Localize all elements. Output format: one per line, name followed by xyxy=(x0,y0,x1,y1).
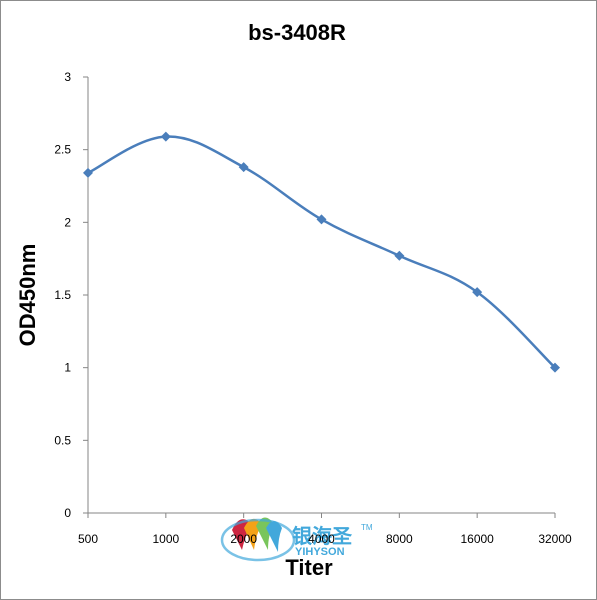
y-tick-label: 1 xyxy=(64,361,71,375)
x-tick-label: 32000 xyxy=(538,532,572,546)
watermark-tm: TM xyxy=(361,523,373,532)
data-point xyxy=(472,287,483,298)
chart-title: bs-3408R xyxy=(248,20,346,45)
yihyson-logo-mark xyxy=(220,517,296,562)
x-tick-label: 1000 xyxy=(152,532,179,546)
y-tick-label: 3 xyxy=(64,70,71,84)
x-tick-label: 16000 xyxy=(460,532,494,546)
watermark-english: YIHYSON xyxy=(295,546,345,558)
y-tick-label: 1.5 xyxy=(54,288,71,302)
x-ticks: 500 1000 2000 4000 8000 16000 32000 xyxy=(78,513,572,546)
data-point xyxy=(394,250,405,261)
x-axis-label: Titer xyxy=(285,555,333,580)
x-tick-label: 8000 xyxy=(386,532,413,546)
y-tick-label: 0.5 xyxy=(54,433,71,447)
data-point xyxy=(550,362,560,373)
y-tick-label: 0 xyxy=(64,506,71,520)
watermark-chinese: 银海圣 xyxy=(292,524,353,548)
data-point xyxy=(238,162,249,173)
x-tick-label: 2000 xyxy=(230,532,257,546)
y-tick-label: 2 xyxy=(64,215,71,229)
yihyson-logo: 银海圣 YIHYSON TM xyxy=(220,517,373,562)
x-tick-label: 500 xyxy=(78,532,98,546)
series xyxy=(83,131,560,373)
data-point xyxy=(316,214,327,225)
y-axis-label: OD450nm xyxy=(15,244,40,347)
y-ticks: 0 0.5 1 1.5 2 2.5 3 xyxy=(54,70,88,520)
axes xyxy=(87,77,555,514)
y-tick-label: 2.5 xyxy=(54,143,71,157)
series-line xyxy=(87,135,556,369)
data-point xyxy=(83,167,93,178)
x-tick-label: 4000 xyxy=(308,532,335,546)
data-point xyxy=(160,131,171,142)
